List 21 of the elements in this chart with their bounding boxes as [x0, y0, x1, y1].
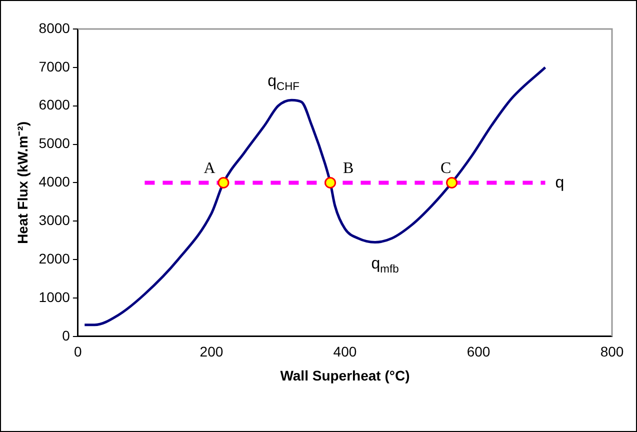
annotation: q — [555, 174, 564, 192]
y-tick-label: 8000 — [38, 20, 70, 36]
x-tick-label: 200 — [200, 344, 224, 360]
y-tick-label: 1000 — [38, 288, 70, 305]
annotation: C — [440, 160, 452, 177]
x-tick-label: 400 — [333, 344, 357, 360]
x-tick-label: 800 — [600, 344, 624, 360]
annotation: A — [204, 160, 216, 177]
y-tick-label: 5000 — [38, 135, 70, 152]
annotation: B — [342, 160, 354, 177]
x-tick-label: 0 — [74, 344, 82, 360]
x-axis-title: Wall Superheat (°C) — [280, 367, 410, 384]
y-axis-title: Heat Flux (kW.m⁻²) — [14, 121, 30, 244]
y-tick-label: 0 — [62, 327, 70, 344]
y-tick-label: 3000 — [38, 212, 70, 228]
y-tick-label: 7000 — [38, 58, 70, 74]
y-tick-label: 4000 — [38, 174, 70, 190]
y-tick-label: 2000 — [38, 250, 70, 266]
y-tick-label: 6000 — [38, 96, 70, 113]
line-series — [83, 66, 546, 326]
x-tick-label: 600 — [466, 344, 490, 360]
